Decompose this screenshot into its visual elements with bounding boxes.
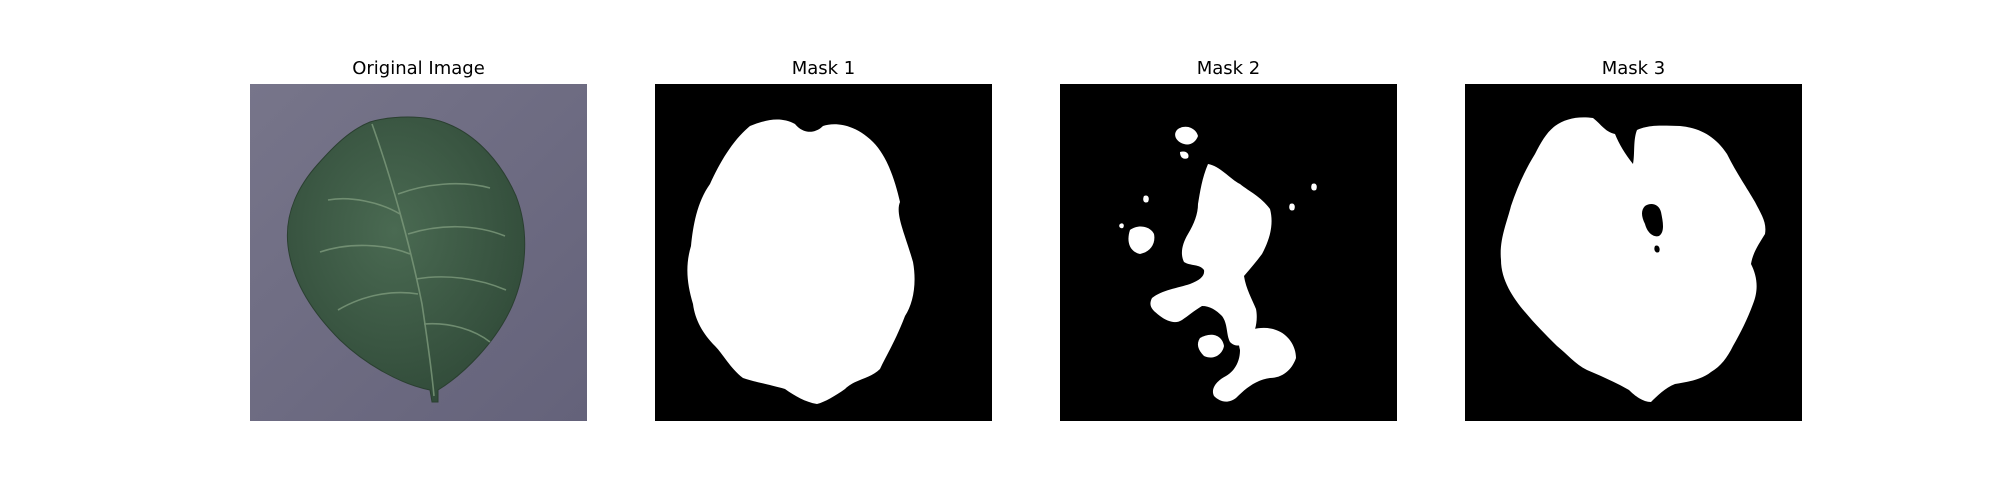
original-leaf-image	[250, 84, 587, 421]
mask-1-image	[655, 84, 992, 421]
mask-3-image	[1465, 84, 1802, 421]
mask-2-image	[1060, 84, 1397, 421]
panel-mask-3: Mask 3	[1465, 0, 1802, 500]
panel-title-mask-1: Mask 1	[655, 58, 992, 79]
panel-title-mask-2: Mask 2	[1060, 58, 1397, 79]
panel-title-original: Original Image	[250, 58, 587, 79]
panel-mask-2: Mask 2	[1060, 0, 1397, 500]
panel-mask-1: Mask 1	[655, 0, 992, 500]
panel-original-image: Original Image	[250, 0, 587, 500]
panel-title-mask-3: Mask 3	[1465, 58, 1802, 79]
